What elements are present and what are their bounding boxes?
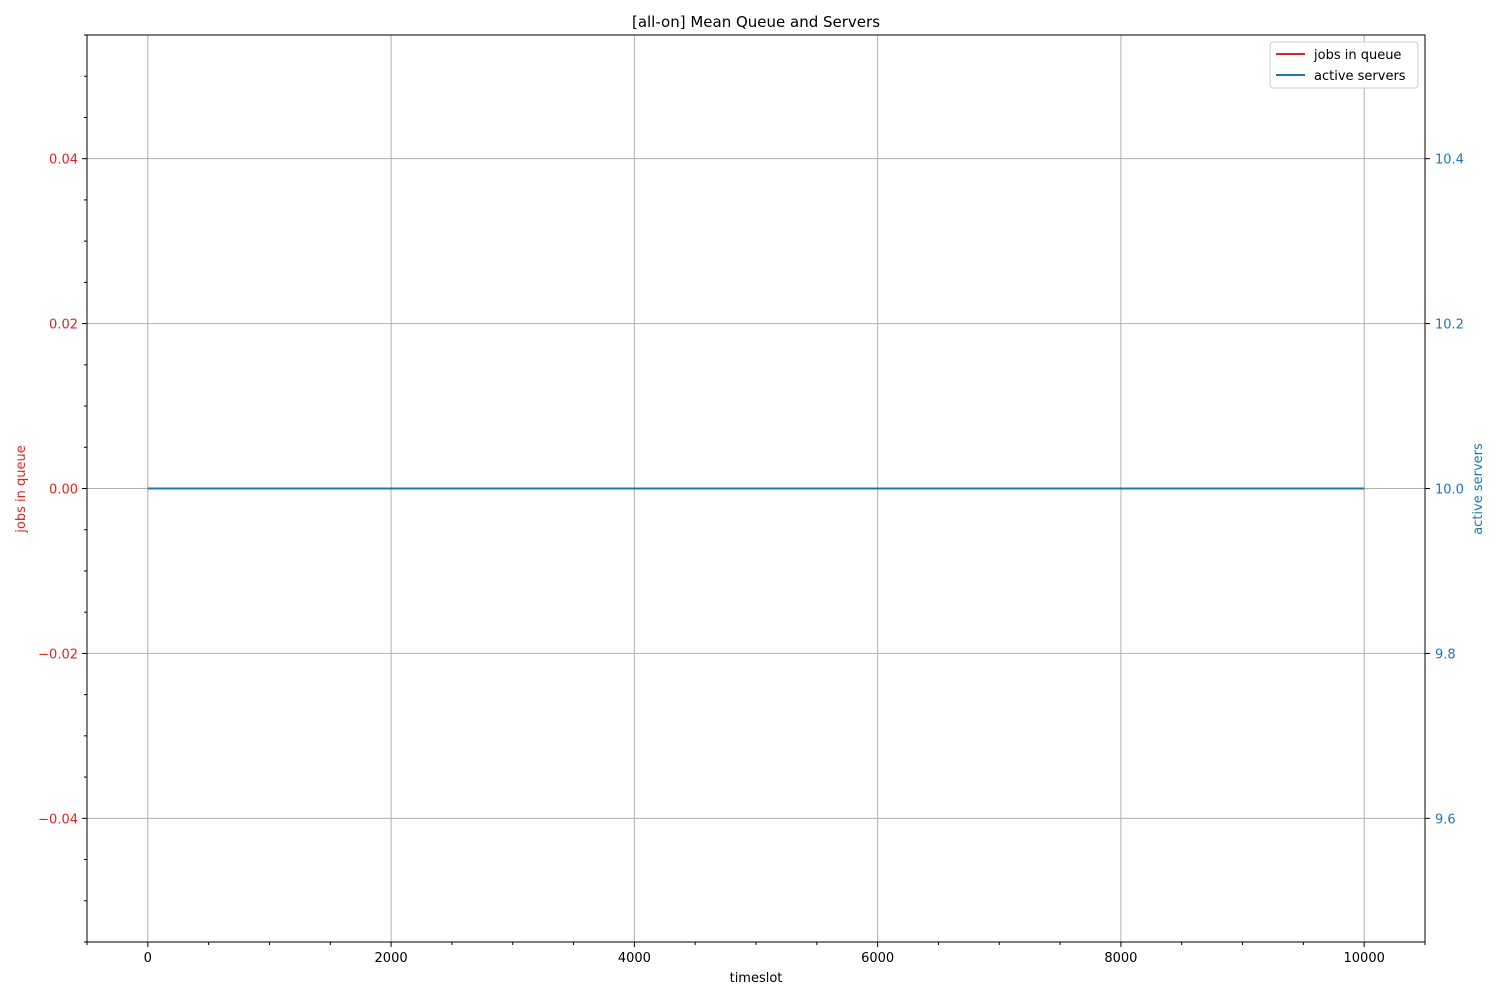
- x-tick-label: 6000: [861, 951, 894, 966]
- y-right-tick-label: 10.4: [1435, 153, 1464, 168]
- y-axis-left-label: jobs in queue: [14, 445, 29, 533]
- y-axis-left: 0.04 0.02 0.00 −0.02 −0.04: [38, 34, 87, 943]
- y-axis-right-label: active servers: [1471, 443, 1486, 535]
- x-tick-label: 0: [144, 951, 152, 966]
- x-axis: 0 2000 4000 6000 8000 10000: [86, 942, 1426, 966]
- y-right-tick-label: 9.8: [1435, 647, 1456, 662]
- y-left-tick-label: 0.02: [49, 318, 78, 333]
- y-left-tick-label: 0.04: [49, 153, 78, 168]
- x-axis-label: timeslot: [730, 971, 783, 986]
- x-tick-label: 10000: [1344, 951, 1385, 966]
- legend: jobs in queue active servers: [1269, 41, 1419, 89]
- chart-title: [all-on] Mean Queue and Servers: [632, 13, 880, 31]
- x-tick-label: 4000: [618, 951, 651, 966]
- x-tick-label: 2000: [375, 951, 408, 966]
- y-axis-right: 10.4 10.2 10.0 9.8 9.6: [1425, 153, 1464, 827]
- y-left-tick-label: 0.00: [49, 483, 78, 498]
- y-right-tick-label: 10.2: [1435, 318, 1464, 333]
- legend-label: active servers: [1314, 69, 1406, 84]
- y-left-tick-label: −0.04: [38, 812, 78, 827]
- x-tick-label: 8000: [1104, 951, 1137, 966]
- y-right-tick-label: 9.6: [1435, 812, 1456, 827]
- legend-frame: [1269, 41, 1419, 89]
- legend-label: jobs in queue: [1313, 48, 1401, 63]
- y-left-tick-label: −0.02: [38, 647, 78, 662]
- y-right-tick-label: 10.0: [1435, 483, 1464, 498]
